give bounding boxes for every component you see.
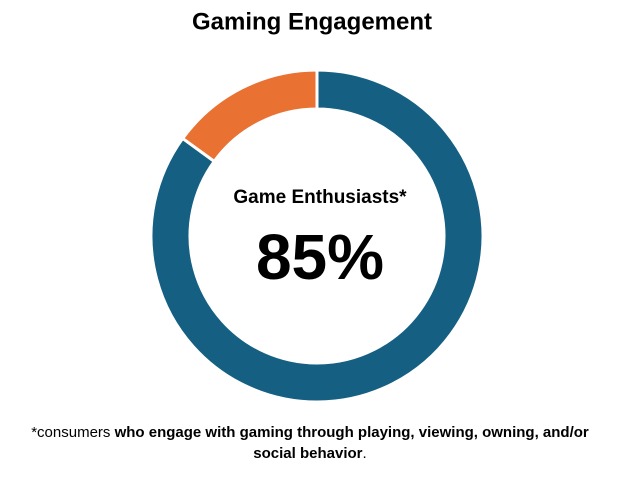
footnote-part: *consumers xyxy=(31,424,115,441)
chart: Gaming Engagement Game Enthusiasts* 85% xyxy=(149,8,485,404)
footnote-part: . xyxy=(362,445,367,462)
footnote: *consumers who engage with gaming throug… xyxy=(10,422,610,464)
center-label: Game Enthusiasts* xyxy=(233,187,407,208)
footnote-part: who engage with gaming through playing, … xyxy=(114,424,593,462)
donut-slice xyxy=(180,68,319,164)
center-value: 85% xyxy=(256,221,384,293)
chart-title: Gaming Engagement xyxy=(192,8,432,35)
donut-slice xyxy=(149,68,485,404)
